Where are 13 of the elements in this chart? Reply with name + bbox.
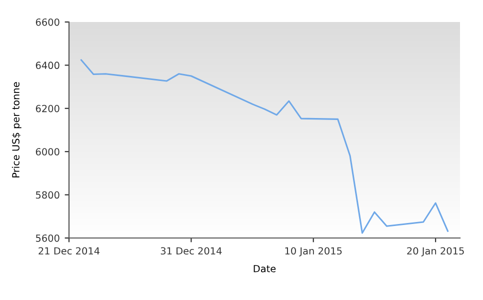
- x-tick-label: 31 Dec 2014: [160, 247, 222, 255]
- x-tick-label: 21 Dec 2014: [38, 247, 100, 255]
- y-tick-label: 5600: [36, 234, 60, 242]
- x-axis-title: Date: [254, 265, 276, 272]
- y-tick-label: 6200: [36, 104, 60, 112]
- x-tick-label: 10 Jan 2015: [285, 247, 342, 256]
- y-tick-label: 6400: [36, 62, 60, 70]
- line-series: [80, 59, 449, 234]
- y-tick-label: 6600: [36, 18, 60, 26]
- x-tick-label: 20 Jan 2015: [407, 247, 464, 256]
- y-tick-label: 5800: [36, 191, 60, 199]
- y-tick-label: 6000: [36, 148, 60, 156]
- y-axis-title: Price US$ per tonne: [12, 82, 22, 178]
